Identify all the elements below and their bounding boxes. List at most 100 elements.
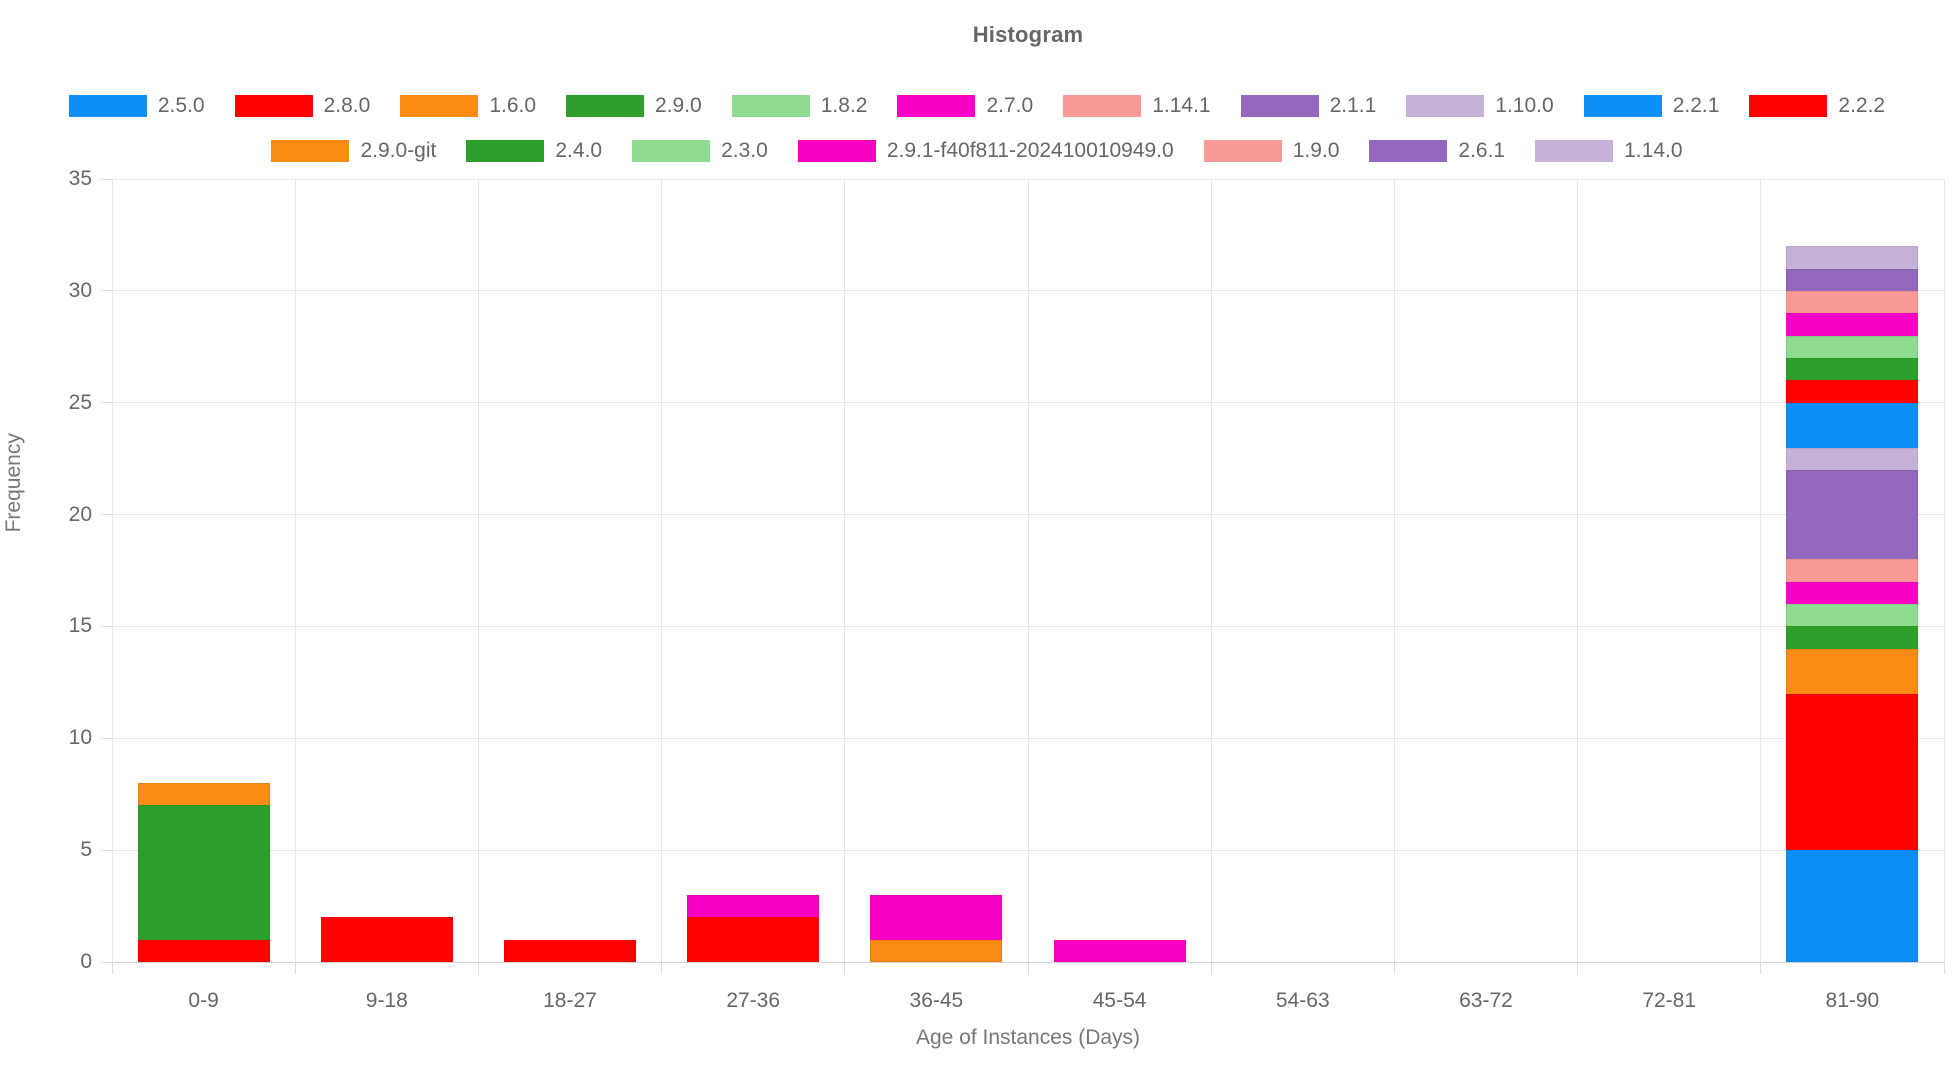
legend-swatch-icon [1535,140,1614,162]
legend-item-2.8.0[interactable]: 2.8.0 [234,94,370,118]
gridline-v [1393,179,1395,962]
x-tick-label: 9-18 [365,989,408,1012]
gridline-v [1760,179,1762,962]
y-tick-label: 15 [68,614,92,638]
bar-segment-1.8.2 [1786,604,1919,627]
legend-label: 1.14.0 [1624,139,1683,162]
bar-segment-2.5.0 [1786,850,1919,962]
legend-item-2.7.0[interactable]: 2.7.0 [897,94,1033,118]
x-tick-mark [1577,962,1579,974]
legend-item-1.8.2[interactable]: 1.8.2 [731,94,867,118]
gridline-v [294,179,296,962]
bar-segment-2.8.0 [320,917,453,962]
bar-segment-2.7.0 [687,894,820,918]
y-tick-label: 25 [68,390,92,414]
y-tick-label: 35 [68,167,92,190]
x-tick-label: 27-36 [726,989,781,1012]
bar-45-54 [1053,939,1186,962]
bar-segment-2.3.0 [1786,335,1919,359]
legend-swatch-icon [400,95,479,117]
x-tick-mark [1027,962,1029,974]
x-tick-mark [111,962,113,974]
legend-item-2.3.0[interactable]: 2.3.0 [632,139,768,163]
legend-label: 1.10.0 [1495,94,1554,117]
legend-item-1.9.0[interactable]: 1.9.0 [1203,139,1339,163]
bar-segment-1.14.0 [1786,246,1919,269]
y-tick-mark [100,961,112,963]
bar-segment-2.9.1-f40f811-202410010949.0 [1786,313,1919,336]
legend-swatch-icon [1369,140,1448,162]
legend-item-2.4.0[interactable]: 2.4.0 [466,139,602,163]
gridline-v [661,179,663,962]
legend-item-2.1.1[interactable]: 2.1.1 [1240,94,1376,118]
legend-label: 2.5.0 [157,94,205,117]
legend-item-2.9.0-git[interactable]: 2.9.0-git [271,139,436,163]
legend-label: 2.9.0 [655,94,702,117]
legend-item-2.2.2[interactable]: 2.2.2 [1749,94,1885,118]
legend-swatch-icon [897,95,976,117]
legend-swatch-icon [1406,95,1485,117]
x-tick-mark [294,962,296,974]
x-axis-title: Age of Instances (Days) [915,1026,1141,1049]
y-tick-mark [100,849,112,851]
gridline-v [111,179,113,962]
legend-row: 2.9.0-git 2.4.0 2.3.0 2.9.1-f40f811-2024100… [0,139,1954,163]
x-tick-mark [1210,962,1212,974]
gridline-v [1943,179,1945,962]
bar-segment-2.2.1 [1786,402,1919,448]
plot-area [100,178,1945,974]
legend-swatch-icon [1203,140,1282,162]
bar-segment-2.9.0 [1786,626,1919,649]
legend-item-1.10.0[interactable]: 1.10.0 [1406,94,1554,118]
legend-item-1.14.1[interactable]: 1.14.1 [1063,94,1211,118]
legend-swatch-icon [566,95,645,117]
legend-label: 2.9.1-f40f811-202410010949.0 [886,139,1174,162]
y-tick-label: 0 [80,950,92,973]
gridline-v [1577,179,1579,962]
legend-label: 2.2.2 [1838,94,1886,117]
y-tick-label: 5 [80,838,92,862]
legend-item-2.6.1[interactable]: 2.6.1 [1369,139,1505,163]
bar-segment-2.8.0 [504,939,636,962]
chart-title: Histogram [972,22,1084,47]
x-tick-label: 0-9 [188,989,219,1012]
x-tick-mark [661,962,663,974]
y-tick-mark [100,178,112,180]
legend-item-2.9.0[interactable]: 2.9.0 [566,94,702,118]
legend-item-2.2.1[interactable]: 2.2.1 [1583,94,1719,118]
bar-9-18 [320,917,453,962]
bar-segment-1.9.0 [1786,291,1919,314]
legend-label: 1.6.0 [489,94,537,117]
y-tick-mark [100,402,112,404]
legend-item-2.9.1-f40f811-202410010949.0[interactable]: 2.9.1-f40f811-202410010949.0 [797,139,1174,163]
x-tick-label: 54-63 [1275,989,1330,1012]
legend-swatch-icon [1063,95,1142,117]
bar-18-27 [504,939,636,962]
x-tick-label: 63-72 [1459,989,1513,1012]
legend-swatch-icon [466,140,545,162]
legend-item-1.14.0[interactable]: 1.14.0 [1535,139,1683,163]
bar-segment-2.7.0 [1053,939,1186,962]
bar-27-36 [687,894,820,962]
bar-segment-1.6.0 [870,939,1003,962]
legend-swatch-icon [1583,95,1662,117]
bar-segment-2.2.2 [1786,380,1919,403]
x-tick-mark [477,962,479,974]
legend-swatch-icon [731,95,810,117]
bar-segment-1.14.1 [1786,559,1919,582]
y-tick-mark [100,290,112,292]
legend-label: 2.3.0 [721,139,768,162]
x-tick-label: 18-27 [543,989,597,1012]
y-tick-label: 20 [68,502,92,526]
bar-segment-2.8.0 [1786,693,1919,851]
bar-81-90 [1786,246,1919,962]
bar-0-9 [137,783,270,962]
legend-item-2.5.0[interactable]: 2.5.0 [68,94,205,118]
bar-segment-2.9.0 [137,805,270,940]
x-tick-label: 81-90 [1825,989,1880,1012]
bar-segment-2.8.0 [687,917,820,962]
legend-item-1.6.0[interactable]: 1.6.0 [400,94,536,118]
bar-segment-1.10.0 [1786,447,1919,470]
x-tick-mark [1760,962,1762,974]
gridline-v [1210,179,1212,962]
